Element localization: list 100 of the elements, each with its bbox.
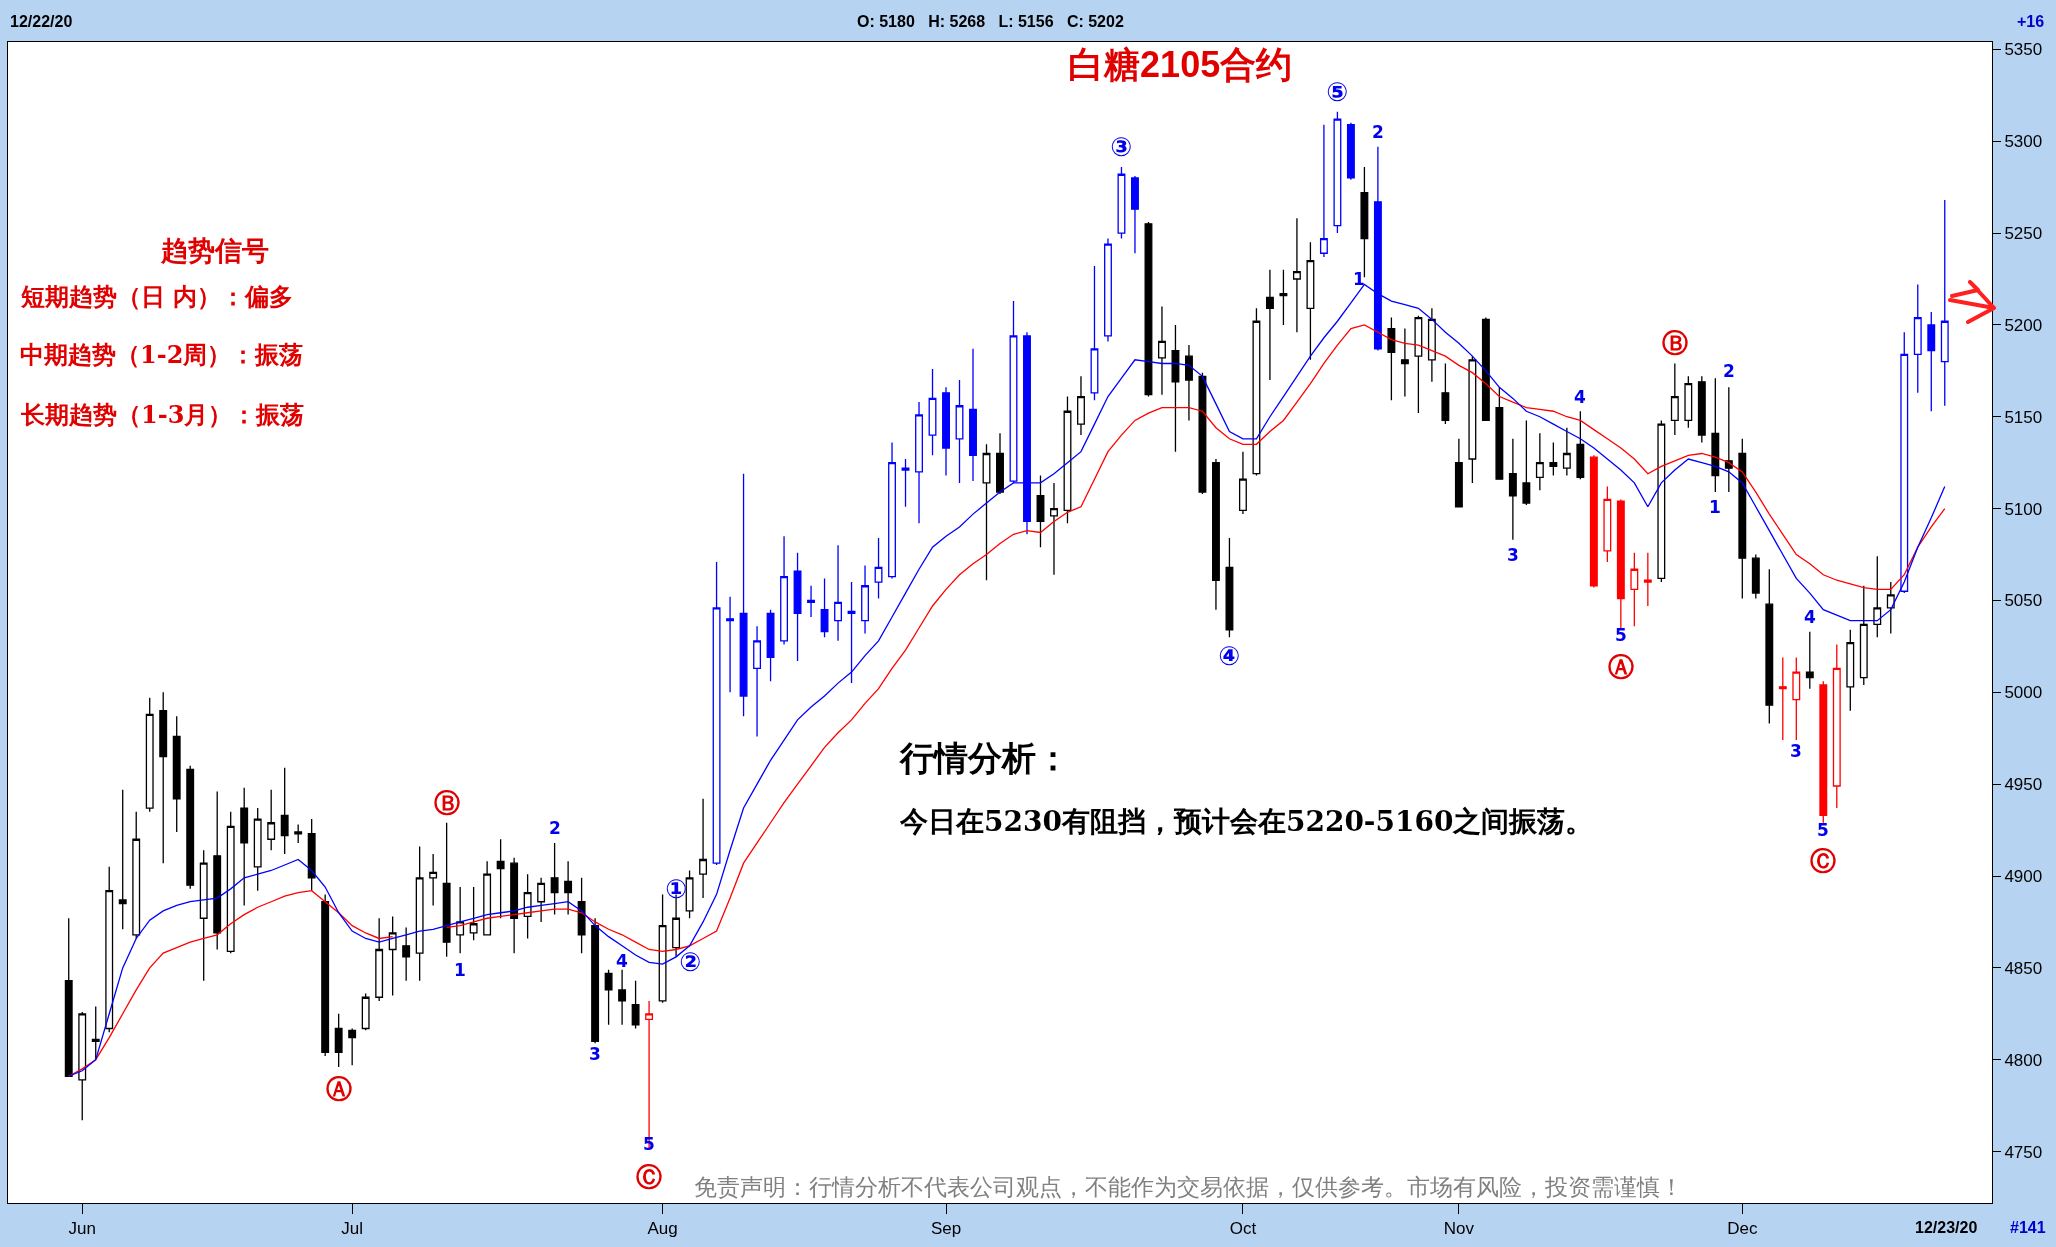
candlestick: [1036, 474, 1045, 548]
y-tick-label: 5350: [2004, 40, 2043, 60]
candlestick: [996, 432, 1004, 495]
candlestick: [550, 842, 559, 916]
candlestick: [1481, 316, 1490, 422]
annotation: 趋势信号: [160, 235, 269, 266]
candlestick: [577, 877, 586, 954]
candlestick: [1778, 656, 1787, 741]
candlestick: [388, 915, 397, 997]
candlestick: [1306, 241, 1315, 361]
x-tick-label: Oct: [1229, 1219, 1257, 1239]
candlestick: [969, 348, 977, 482]
candlestick: [1346, 122, 1355, 181]
annotation: 5: [643, 1134, 655, 1154]
candlestick: [1050, 482, 1058, 576]
candlestick: [1873, 555, 1882, 638]
text: O: 5180 H: 5268 L: 5156 C: 5202: [857, 13, 1124, 30]
x-tick-label: Jul: [341, 1219, 364, 1239]
y-tick-label: 5100: [2004, 499, 2043, 519]
candlestick: [118, 789, 127, 930]
candlestick: [1913, 283, 1922, 394]
candlestick: [1630, 552, 1639, 627]
candlestick: [780, 535, 789, 646]
x-tick-label: Sep: [930, 1219, 962, 1239]
candlestick: [537, 877, 546, 923]
annotation: 3: [1790, 741, 1802, 761]
text: +16: [2017, 13, 2045, 30]
y-tick-label: 4900: [2004, 866, 2043, 886]
candlestick: [510, 856, 519, 954]
candlestick: [1319, 124, 1328, 258]
candlestick: [1508, 438, 1517, 541]
candlestick: [1670, 362, 1679, 436]
candlestick: [172, 715, 181, 833]
candlestick: [1090, 265, 1099, 401]
y-tick-label: 4800: [2004, 1050, 2043, 1070]
candlestick: [1185, 344, 1193, 422]
candlestick: [604, 969, 613, 1026]
candlestick: [901, 458, 910, 508]
candlestick: [402, 926, 411, 982]
candlestick: [496, 838, 505, 919]
candlestick: [645, 1000, 654, 1149]
y-tick-label: 5150: [2004, 407, 2043, 427]
candlestick: [456, 886, 465, 954]
candlestick: [1724, 386, 1733, 493]
annotation: 4: [1574, 387, 1586, 407]
candlestick: [334, 1013, 343, 1068]
candlestick: [807, 585, 815, 618]
candlestick: [186, 765, 195, 890]
candlestick: [105, 866, 114, 1033]
annotation: Ⓑ: [434, 788, 460, 818]
candlestick: [1684, 375, 1693, 429]
annotation: Ⓐ: [1608, 652, 1634, 682]
annotation: 1: [1709, 497, 1721, 517]
candlestick: [834, 544, 842, 642]
annotation: 中期趋势（1-2周）：振荡: [20, 340, 304, 369]
candlestick: [1859, 585, 1868, 686]
annotation: Ⓐ: [326, 1074, 352, 1104]
candlestick: [1131, 175, 1139, 254]
candlestick: [442, 822, 451, 958]
x-tick-label: Nov: [1443, 1219, 1475, 1239]
candlestick: [253, 807, 262, 892]
candlestick: [1522, 419, 1531, 506]
x-tick-label: Aug: [647, 1219, 678, 1239]
candlestick: [429, 853, 438, 907]
candlestick: [1643, 552, 1652, 607]
candlestick: [1927, 311, 1936, 412]
text: #141: [2010, 1219, 2046, 1236]
candlestick: [1265, 269, 1274, 381]
candlestick: [1454, 438, 1463, 508]
candlestick: [1238, 451, 1247, 515]
annotation: ④: [1218, 641, 1241, 671]
candlestick: [307, 818, 316, 892]
candlestick: [1900, 331, 1909, 594]
candlestick: [523, 873, 532, 940]
annotation: 今日在5230有阻挡，预计会在5220-5160之间振荡。: [899, 805, 1594, 838]
y-tick-label: 5000: [2004, 683, 2043, 703]
candlestick: [955, 379, 964, 484]
candlestick: [1400, 327, 1409, 398]
candlestick: [240, 787, 249, 907]
candlestick: [942, 386, 950, 477]
candlestick: [820, 577, 829, 638]
candlestick: [1603, 485, 1612, 563]
y-tick-label: 4850: [2004, 958, 2043, 978]
annotation: 2: [1723, 361, 1735, 381]
candlestick: [1657, 419, 1666, 583]
candlestick: [888, 441, 896, 580]
annotation: 5: [1817, 820, 1829, 840]
candlestick: [226, 811, 235, 954]
candlestick: [213, 790, 222, 951]
candlestick: [1792, 656, 1801, 741]
annotation: 1: [454, 960, 466, 980]
candlestick: [361, 992, 370, 1031]
candlestick: [280, 766, 289, 855]
candlestick: [1765, 568, 1774, 725]
annotation: 1: [1353, 269, 1365, 289]
candlestick: [1225, 537, 1234, 638]
annotation: 5: [1615, 625, 1627, 645]
candlestick: [712, 561, 721, 866]
y-tick-label: 5250: [2004, 224, 2043, 243]
candlestick: [1711, 377, 1720, 493]
